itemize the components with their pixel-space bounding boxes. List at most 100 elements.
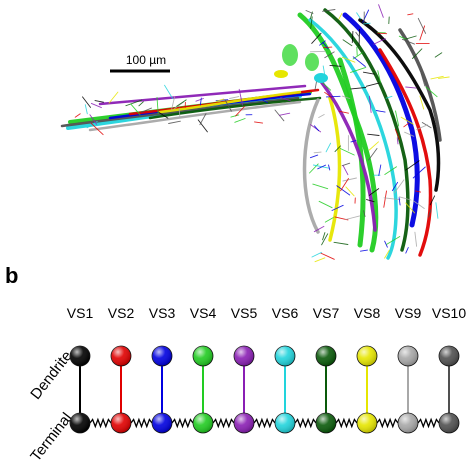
dendrite-twig (229, 96, 240, 99)
dendrite-twig (322, 9, 336, 12)
dendrite-twig (366, 199, 375, 203)
vs-cell-vs3: VS3 (149, 305, 175, 434)
dendrite-twig (197, 119, 208, 133)
panel-label-b: b (5, 263, 18, 288)
terminal-node-highlight (398, 413, 418, 433)
dendrite-twig (398, 35, 407, 40)
dendrite-twig (325, 142, 332, 153)
dendrite-twig (171, 96, 176, 111)
vs-cell-label: VS2 (108, 305, 135, 321)
vs-cell-label: VS5 (231, 305, 258, 321)
dendrite-twig (84, 104, 88, 115)
dendrite-branch (398, 28, 442, 142)
dendrite-twig (345, 215, 361, 220)
dendrite-branch (337, 57, 366, 248)
dendrite-twig (334, 145, 341, 153)
axon-branch (98, 84, 307, 106)
vs-cell-vs2: VS2 (108, 305, 135, 434)
dendrite-twig (377, 32, 388, 35)
dendrite-twig (238, 88, 243, 106)
dendrite-twig (311, 251, 322, 258)
dendrite-twig (331, 204, 344, 211)
dendrite-twig (215, 98, 225, 102)
soma (305, 53, 319, 71)
dendrite-twig (428, 209, 432, 218)
dendrite-twig (235, 106, 245, 117)
dendrite-twig (336, 185, 351, 196)
dendrite-twig (164, 84, 174, 100)
gap-junction-resistor (417, 417, 440, 429)
axon-branch (158, 90, 302, 114)
dendrite-twig (320, 252, 335, 260)
dendrite-twig (342, 39, 353, 47)
dendrite-twig (314, 257, 326, 263)
dendrite-twig (394, 128, 401, 140)
dendrite-twig (254, 121, 264, 124)
gap-junction-resistor (89, 417, 112, 429)
dendrite-twig (384, 249, 390, 259)
dendrite-twig (383, 190, 387, 208)
dendrite-twig (438, 76, 450, 79)
dendrite-node-highlight (193, 346, 213, 366)
dendrite-twig (74, 113, 81, 118)
dendrite-twig (377, 70, 381, 83)
dendrite-twig (138, 101, 144, 107)
terminal-node-highlight (357, 413, 377, 433)
dendrite-twig (310, 124, 322, 133)
gap-junction-resistor (130, 417, 153, 429)
dendrite-twig (322, 41, 329, 50)
dendrite-twig (378, 164, 382, 176)
dendrite-twig (309, 154, 319, 159)
dendrite-twig (341, 95, 351, 100)
dendrite-twig (108, 91, 119, 104)
scale-bar: 100 µm (110, 53, 170, 73)
dendrite-twig (341, 56, 356, 63)
vs-cell-vs1: VS1 (67, 305, 93, 434)
vs-cell-label: VS7 (313, 305, 340, 321)
dendrite-twig (312, 183, 329, 190)
dendrite-twig (234, 118, 246, 123)
dendrite-twig (156, 96, 159, 114)
dendrite-twig (125, 99, 143, 107)
dendrite-twig (140, 107, 152, 113)
dendrite-twig (396, 137, 399, 145)
dendrite-twig (350, 140, 357, 143)
dendrite-twig (325, 95, 341, 98)
dendrite-twig (362, 9, 370, 23)
dendrite-twig (420, 72, 426, 87)
dendrite-branch (342, 12, 420, 228)
row-label-dendrite: Dendrite (27, 348, 75, 403)
dendrite-twig (199, 113, 207, 126)
dendrite-twig (338, 12, 343, 20)
dendrite-twig (412, 48, 423, 59)
vs-cell-vs7: VS7 (313, 305, 340, 434)
vs-cell-label: VS8 (354, 305, 381, 321)
vs-cell-vs4: VS4 (190, 305, 216, 434)
row-label-terminal: Terminal (27, 410, 75, 465)
dendrite-twig (356, 12, 362, 20)
dendrite-twig (176, 99, 187, 107)
dendrite-twig (355, 31, 360, 38)
dendrite-node-highlight (275, 346, 295, 366)
gap-junction-resistor (253, 417, 276, 429)
scale-bar-label: 100 µm (126, 53, 166, 67)
gap-junction-resistor (212, 417, 235, 429)
dendrite-twig (262, 99, 268, 104)
dendrite-twig (224, 99, 232, 112)
dendrite-branch (378, 48, 433, 257)
dendrite-twig (311, 32, 322, 44)
vs-cell-label: VS10 (432, 305, 466, 321)
dendrite-twig (419, 95, 425, 110)
dendrite-twig (323, 46, 333, 49)
vs-cell-label: VS6 (272, 305, 299, 321)
dendrite-twig (230, 114, 240, 118)
dendrite-twig (373, 38, 386, 45)
dendrite-twig (394, 179, 405, 194)
dendrite-twig (404, 131, 415, 137)
dendrite-twig (350, 66, 367, 73)
dendrite-twig (416, 124, 428, 130)
dendrite-twig (319, 40, 326, 46)
dendrite-twig (338, 110, 349, 114)
dendrite-twig (313, 151, 322, 154)
